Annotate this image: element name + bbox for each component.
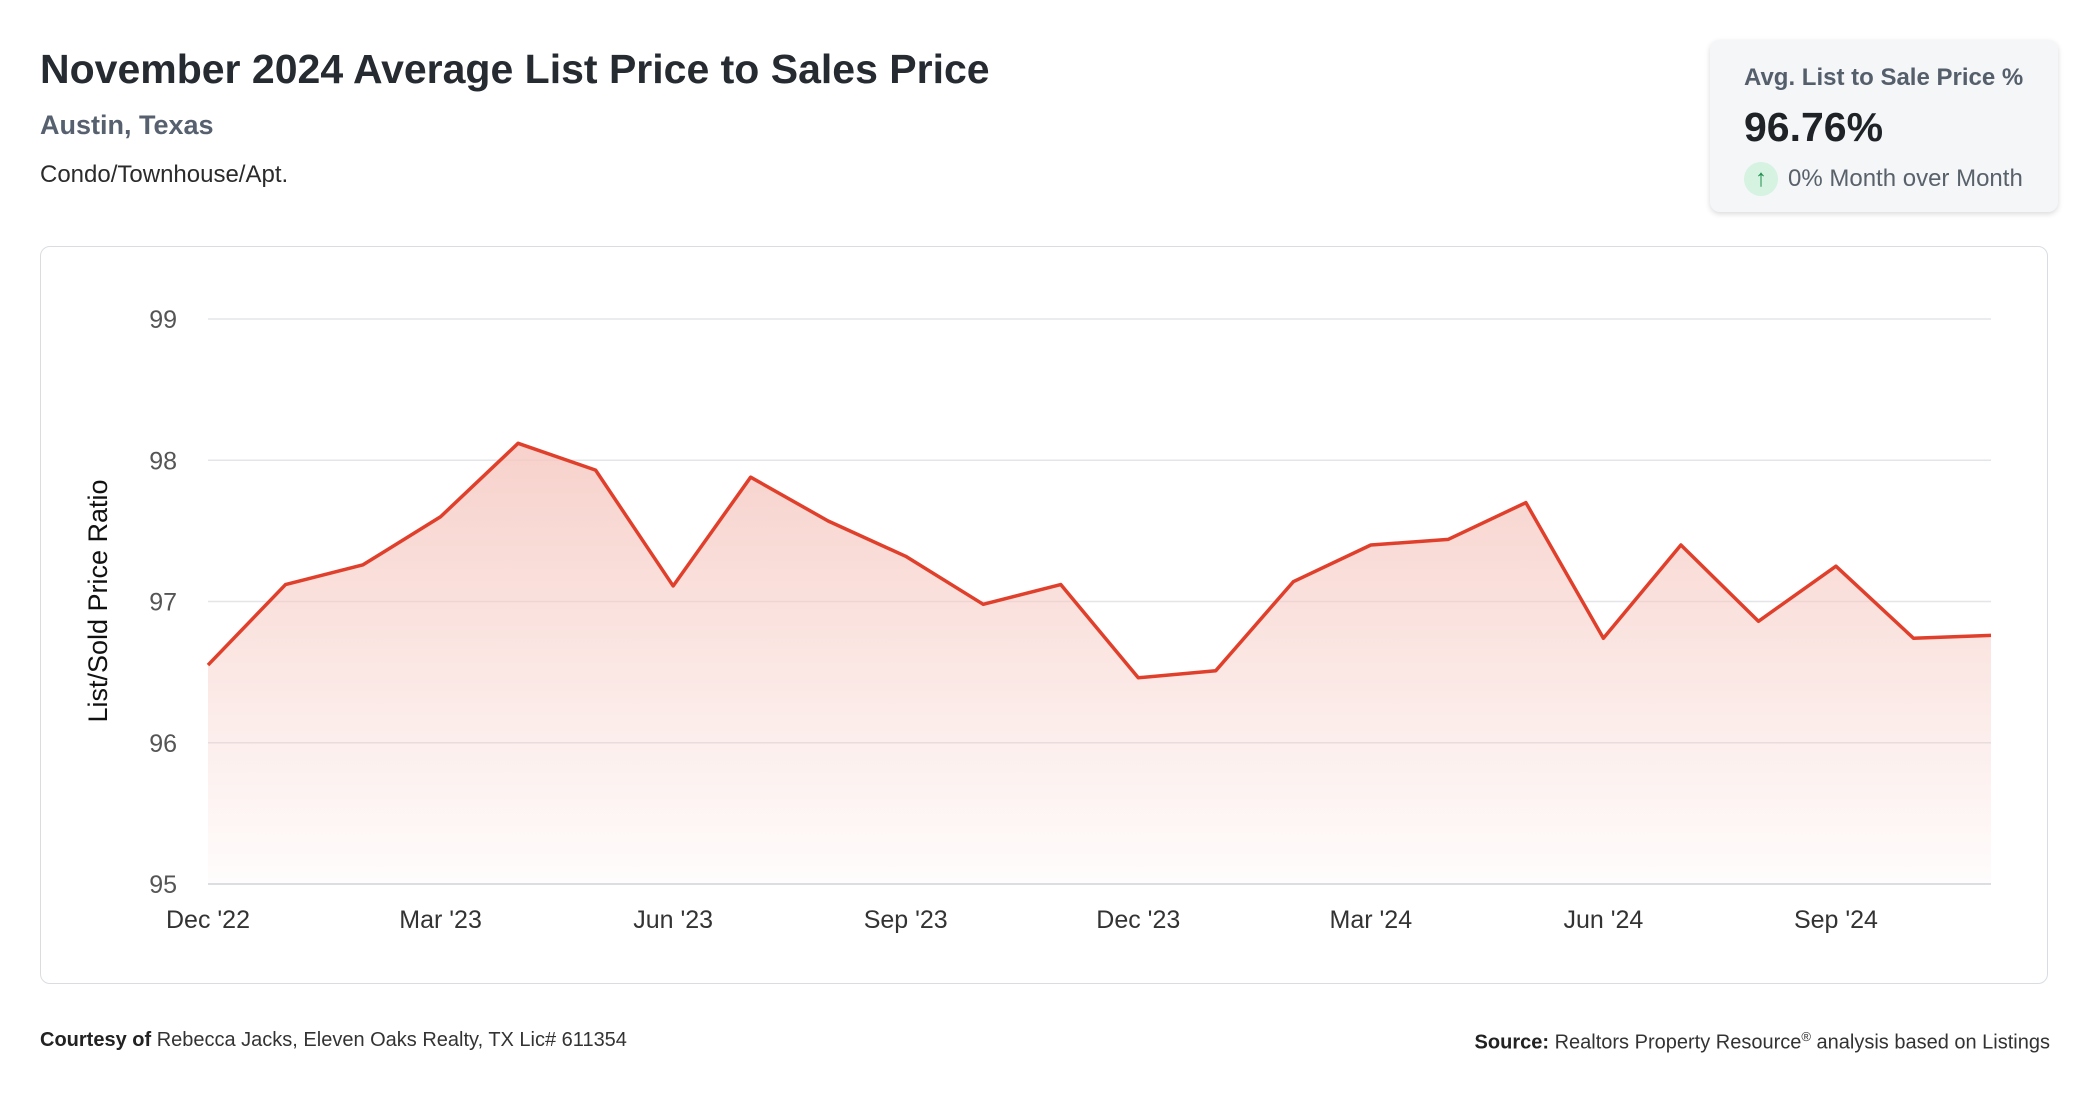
data-point[interactable] xyxy=(1522,499,1530,507)
y-axis-label: List/Sold Price Ratio xyxy=(83,479,113,722)
data-point[interactable] xyxy=(1987,631,1995,639)
courtesy-footer: Courtesy of Rebecca Jacks, Eleven Oaks R… xyxy=(40,1029,627,1052)
data-point[interactable] xyxy=(1134,674,1142,682)
x-tick-label: Jun '24 xyxy=(1563,906,1643,934)
location-label: Austin, Texas xyxy=(40,110,214,140)
data-point[interactable] xyxy=(1754,617,1762,625)
data-point[interactable] xyxy=(592,466,600,474)
line-chart: 95 96 97 98 99 Dec '22 Mar '23 Jun '23 Sep '23 D… xyxy=(83,306,1995,934)
y-tick-label: 97 xyxy=(149,589,177,617)
kpi-change: ↑ 0% Month over Month xyxy=(1744,162,2023,196)
x-tick-label: Jun '23 xyxy=(633,906,713,934)
source-text: Realtors Property Resource xyxy=(1554,1031,1802,1054)
data-point[interactable] xyxy=(824,517,832,525)
kpi-card: Avg. List to Sale Price % 96.76% ↑ 0% Mo… xyxy=(1710,40,2058,212)
data-point[interactable] xyxy=(1909,634,1917,642)
kpi-change-text: 0% Month over Month xyxy=(1788,165,2023,192)
data-point[interactable] xyxy=(282,581,290,589)
data-point[interactable] xyxy=(359,561,367,569)
data-point[interactable] xyxy=(514,439,522,447)
x-tick-label: Mar '24 xyxy=(1330,906,1413,934)
x-tick-label: Sep '24 xyxy=(1794,906,1878,934)
data-point[interactable] xyxy=(1057,581,1065,589)
data-point[interactable] xyxy=(1289,578,1297,586)
kpi-label: Avg. List to Sale Price % xyxy=(1744,64,2024,91)
data-point[interactable] xyxy=(1212,667,1220,675)
kpi-value: 96.76% xyxy=(1744,104,1884,150)
x-tick-label: Dec '22 xyxy=(166,906,250,934)
courtesy-label: Courtesy of xyxy=(40,1029,152,1051)
data-point[interactable] xyxy=(204,661,212,669)
chart-series-line xyxy=(206,441,1992,680)
source-footer: Source: Realtors Property Resource® anal… xyxy=(1475,1029,2050,1055)
data-point[interactable] xyxy=(1444,535,1452,543)
arrow-up-icon: ↑ xyxy=(1744,162,1778,196)
data-point[interactable] xyxy=(669,582,677,590)
data-point[interactable] xyxy=(1677,541,1685,549)
data-point[interactable] xyxy=(437,513,445,521)
data-point[interactable] xyxy=(979,600,987,608)
courtesy-text: Rebecca Jacks, Eleven Oaks Realty, TX Li… xyxy=(156,1029,627,1051)
data-point[interactable] xyxy=(1832,562,1840,570)
registered-mark: ® xyxy=(1801,1029,1811,1044)
property-type-label: Condo/Townhouse/Apt. xyxy=(40,161,289,188)
x-tick-label: Dec '23 xyxy=(1096,906,1180,934)
y-tick-label: 99 xyxy=(149,306,177,334)
x-tick-label: Sep '23 xyxy=(864,906,948,934)
data-point[interactable] xyxy=(1367,541,1375,549)
y-tick-label: 95 xyxy=(149,871,177,899)
data-point[interactable] xyxy=(902,552,910,560)
y-tick-label: 98 xyxy=(149,447,177,475)
page-title: November 2024 Average List Price to Sale… xyxy=(40,46,990,92)
source-label: Source: xyxy=(1474,1031,1550,1054)
source-text-after: analysis based on Listings xyxy=(1810,1031,2051,1054)
chart-area-fill xyxy=(208,443,1991,884)
y-tick-label: 96 xyxy=(149,730,177,758)
data-point[interactable] xyxy=(747,473,755,481)
data-point[interactable] xyxy=(1599,634,1607,642)
chart-card: 95 96 97 98 99 Dec '22 Mar '23 Jun '23 Sep '23 D… xyxy=(40,246,2048,984)
x-tick-label: Mar '23 xyxy=(399,906,482,934)
